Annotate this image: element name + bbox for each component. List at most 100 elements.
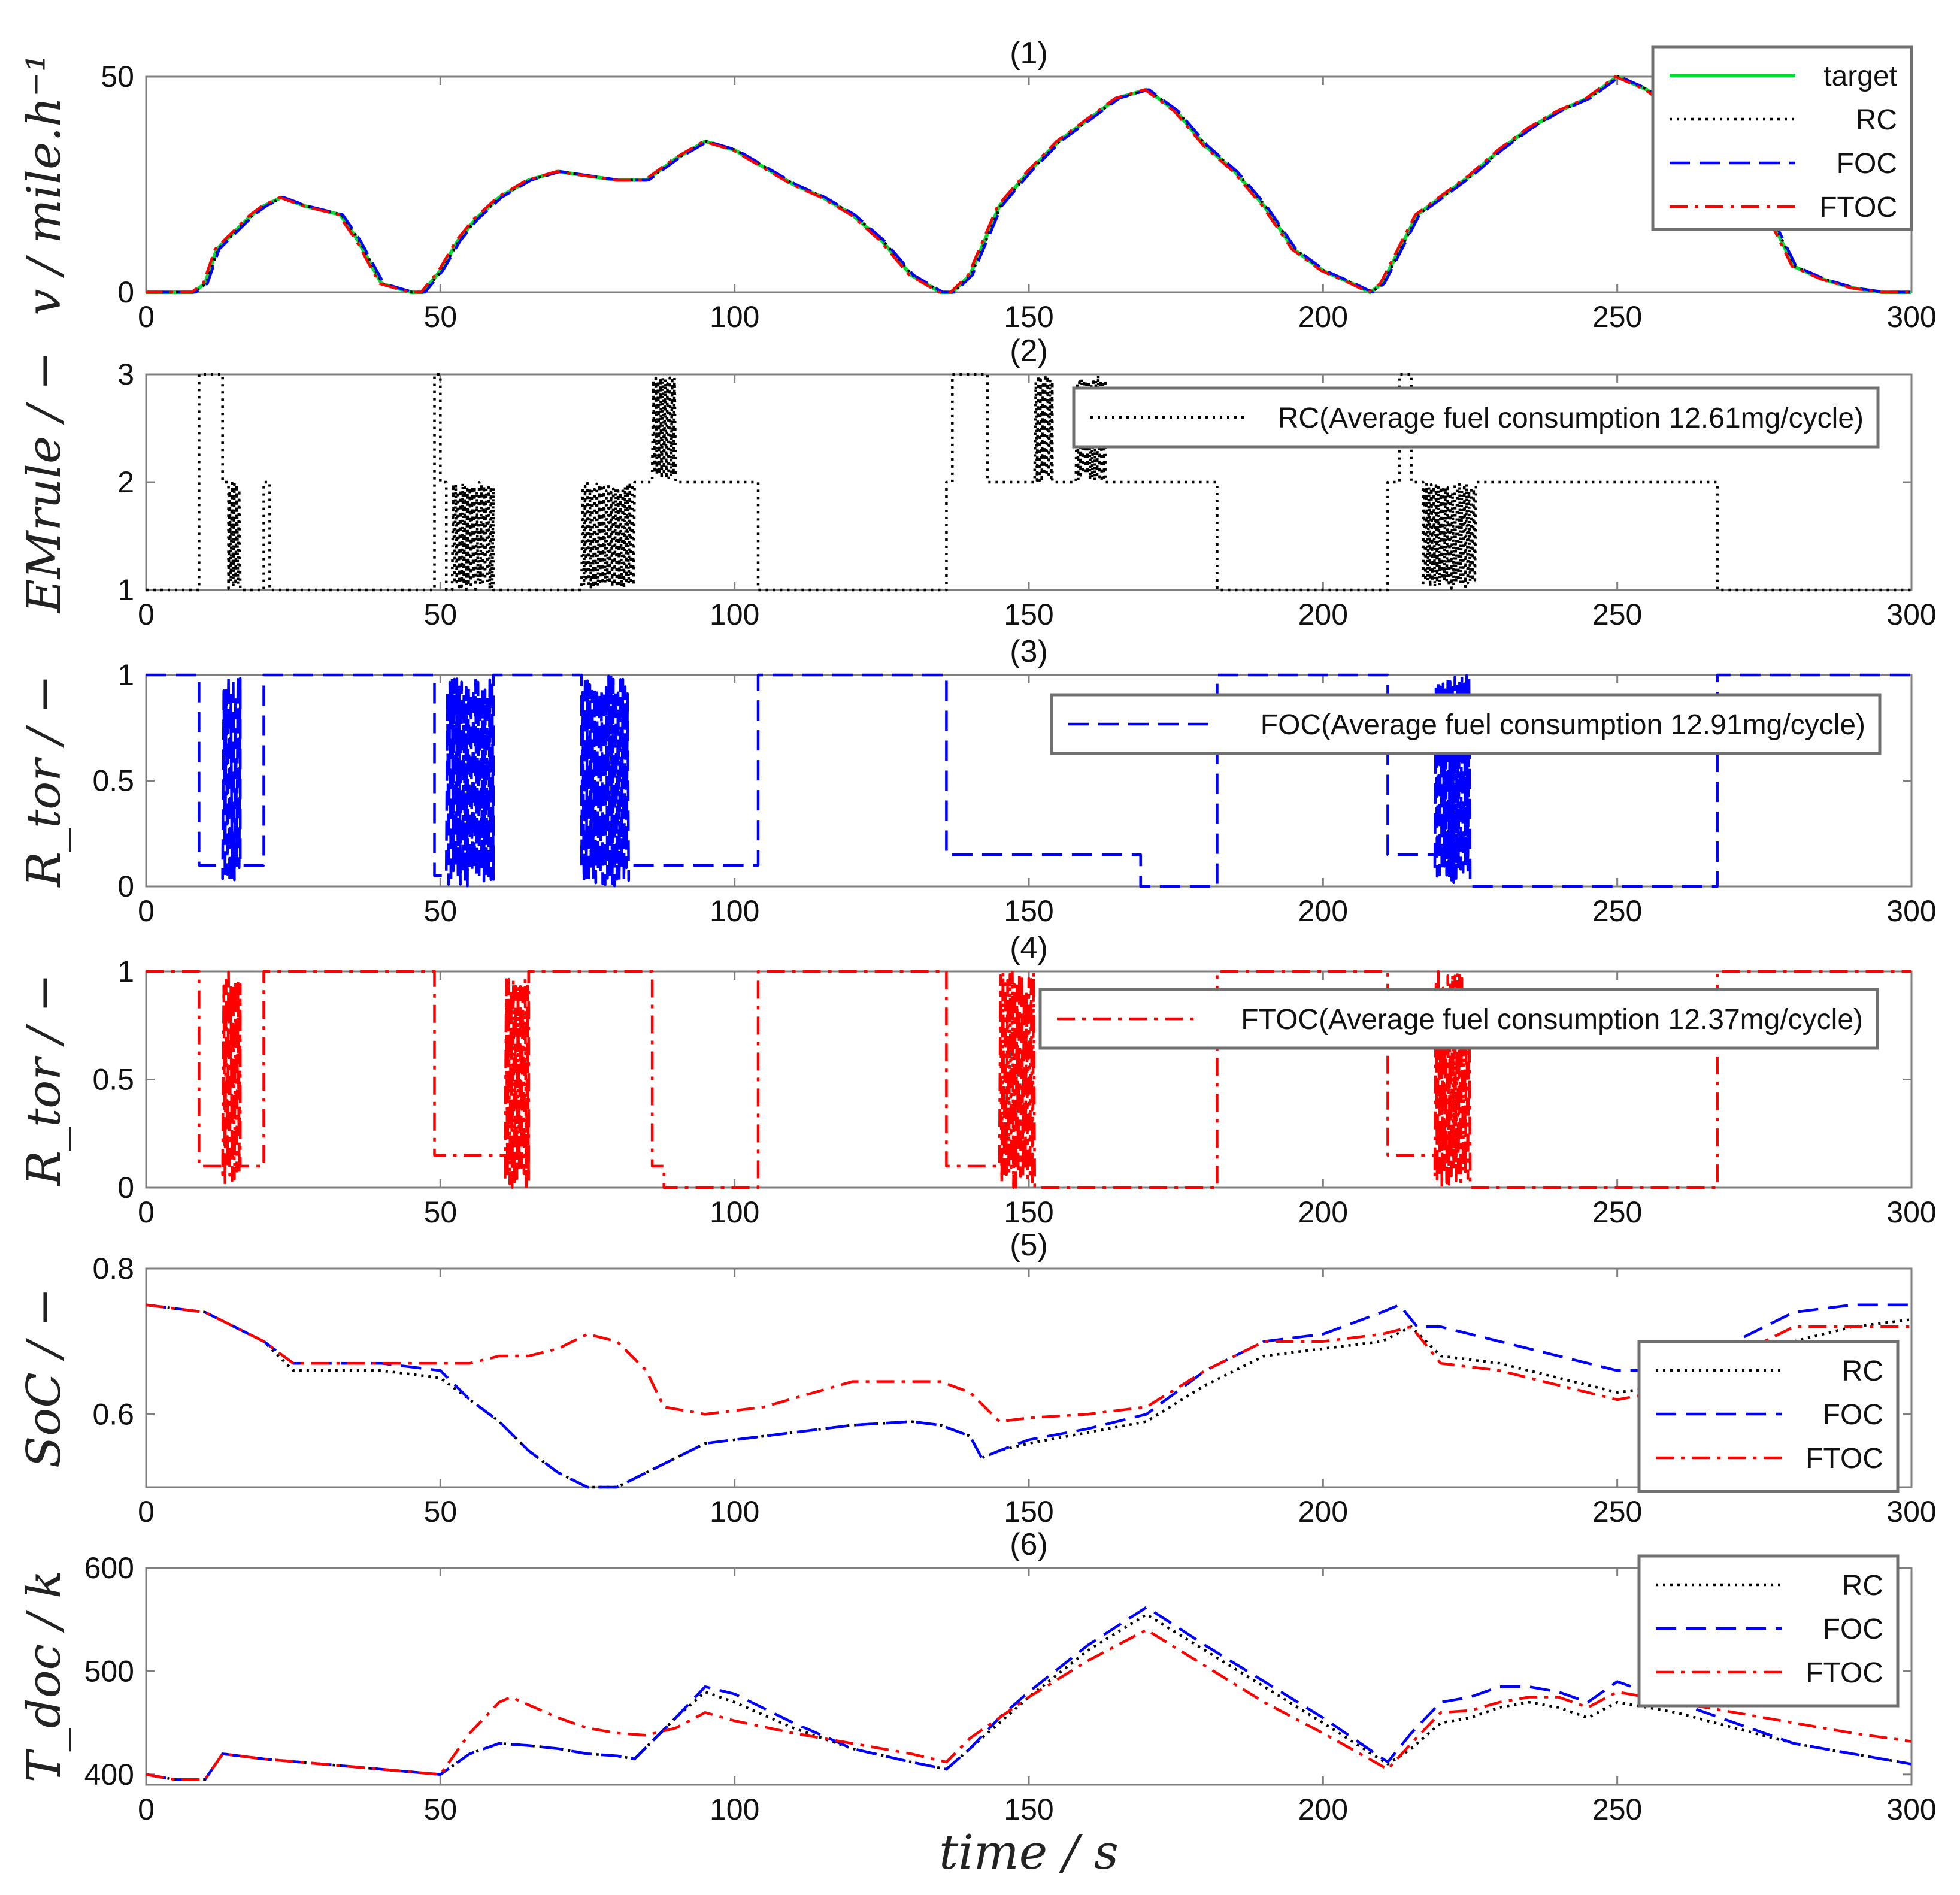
legend-label: FTOC (1819, 192, 1897, 223)
x-axis-label: time / s (939, 1824, 1119, 1880)
plot-area (146, 373, 1911, 592)
y-tick-label: 0 (117, 276, 134, 309)
x-tick-label: 50 (424, 1495, 458, 1528)
x-tick-label: 0 (138, 598, 155, 631)
x-tick-label: 250 (1592, 1495, 1642, 1528)
legend-label: target (1823, 60, 1897, 92)
series-line-foc (146, 1303, 1911, 1489)
legend-label: FOC(Average fuel consumption 12.91mg/cyc… (1261, 709, 1865, 741)
plot-area (146, 673, 1911, 888)
x-tick-label: 150 (1004, 300, 1053, 334)
x-tick-label: 150 (1004, 1195, 1053, 1229)
chart-panel-1: (1) 0 50 100 150 200 250 300 0 50 v / mile.h⁻¹ targ… (17, 36, 1937, 334)
panel-title: (1) (1010, 36, 1048, 71)
x-tick-label: 50 (424, 1195, 458, 1229)
y-tick-label: 50 (101, 60, 134, 93)
plot-area (146, 1606, 1911, 1781)
legend-label: FTOC (1805, 1443, 1883, 1475)
y-tick-label: 3 (117, 358, 134, 391)
y-tick-label: 1 (117, 658, 134, 692)
y-tick-label: 1 (117, 955, 134, 988)
y-tick-label: 0 (117, 870, 134, 903)
panel-title: (4) (1010, 931, 1048, 965)
x-tick-label: 250 (1592, 1793, 1642, 1826)
panel-title: (5) (1010, 1228, 1048, 1263)
chart-panel-3: (3) 0 50 100 150 200 250 300 0 0.5 1 R_tor / − FOC(A… (17, 634, 1937, 928)
axes-frame (145, 75, 1913, 293)
x-tick-label: 0 (138, 894, 155, 928)
x-tick-label: 300 (1886, 1495, 1936, 1528)
legend: RC(Average fuel consumption 12.61mg/cycl… (1072, 386, 1880, 449)
y-axis-label: R_tor / − (17, 674, 71, 888)
y-tick-label: 0.5 (92, 1063, 134, 1097)
legend: FOC(Average fuel consumption 12.91mg/cyc… (1050, 693, 1882, 755)
y-tick-label: 1 (117, 573, 134, 607)
legend-label: RC(Average fuel consumption 12.61mg/cycl… (1278, 402, 1864, 434)
series-line-foc (148, 75, 1911, 294)
x-tick-label: 100 (710, 894, 759, 928)
plot-area (146, 75, 1911, 294)
x-tick-label: 200 (1298, 300, 1348, 334)
x-tick-label: 250 (1592, 598, 1642, 631)
x-tick-label: 300 (1886, 894, 1936, 928)
x-tick-label: 50 (424, 1793, 458, 1826)
legend-label: FOC (1837, 148, 1897, 180)
legend-box (1637, 1340, 1900, 1493)
x-tick-label: 100 (710, 1495, 759, 1528)
x-tick-label: 200 (1298, 894, 1348, 928)
x-tick-label: 100 (710, 1195, 759, 1229)
x-tick-label: 100 (710, 598, 759, 631)
y-axis-label: v / mile.h⁻¹ (17, 53, 71, 315)
panel-title: (6) (1010, 1527, 1048, 1562)
chart-panel-6: (6) 0 50 100 150 200 250 300 400 500 600 T_doc / k t… (17, 1527, 1937, 1880)
y-axis-label: R_tor / − (17, 973, 71, 1187)
x-tick-label: 200 (1298, 1195, 1348, 1229)
x-tick-label: 100 (710, 1793, 759, 1826)
y-tick-label: 0.5 (92, 764, 134, 798)
series-line-rc (147, 75, 1911, 294)
y-axis-label: EMrule / − (17, 352, 71, 614)
y-tick-label: 600 (84, 1551, 134, 1585)
x-tick-label: 200 (1298, 1793, 1348, 1826)
series-line-foc (146, 673, 1911, 888)
x-tick-label: 0 (138, 1495, 155, 1528)
legend-label: RC (1842, 1355, 1883, 1387)
x-tick-label: 150 (1004, 598, 1053, 631)
x-tick-label: 300 (1886, 1793, 1936, 1826)
legend-label: RC (1856, 104, 1897, 136)
series-line-ftoc (146, 1303, 1911, 1423)
y-axis-label: T_doc / k (17, 1570, 71, 1783)
panel-title: (3) (1010, 634, 1048, 669)
chart-panel-4: (4) 0 50 100 150 200 250 300 0 0.5 1 R_tor / − FTOC(… (17, 931, 1937, 1229)
y-tick-label: 0.8 (92, 1252, 134, 1285)
x-tick-label: 0 (138, 1793, 155, 1826)
legend-label: FTOC (1805, 1657, 1883, 1689)
x-tick-label: 250 (1592, 894, 1642, 928)
x-tick-label: 0 (138, 1195, 155, 1229)
legend: FTOC(Average fuel consumption 12.37mg/cy… (1038, 988, 1879, 1050)
series-line-target (146, 75, 1911, 294)
x-tick-label: 150 (1004, 894, 1053, 928)
legend-label: FOC (1823, 1614, 1883, 1645)
x-tick-label: 0 (138, 300, 155, 334)
plot-area (146, 1303, 1911, 1489)
series-line-foc (146, 1606, 1911, 1781)
x-tick-label: 50 (424, 300, 458, 334)
x-tick-label: 250 (1592, 1195, 1642, 1229)
x-tick-label: 200 (1298, 1495, 1348, 1528)
x-tick-label: 150 (1004, 1495, 1053, 1528)
chart-panel-2: (2) 0 50 100 150 200 250 300 1 2 3 EMrule / − RC(Ave… (17, 334, 1937, 631)
legend-label: RC (1842, 1570, 1883, 1602)
y-axis-label: SoC / − (17, 1288, 71, 1468)
series-line-ftoc (146, 75, 1910, 294)
x-tick-label: 300 (1886, 300, 1936, 334)
legend: target RC FOC FTOC (1651, 45, 1913, 231)
x-tick-label: 300 (1886, 1195, 1936, 1229)
y-tick-label: 500 (84, 1654, 134, 1688)
legend: RC FOC FTOC (1637, 1554, 1900, 1708)
panel-title: (2) (1010, 334, 1048, 368)
x-tick-label: 250 (1592, 300, 1642, 334)
x-tick-label: 150 (1004, 1793, 1053, 1826)
legend-label: FOC (1823, 1399, 1883, 1431)
